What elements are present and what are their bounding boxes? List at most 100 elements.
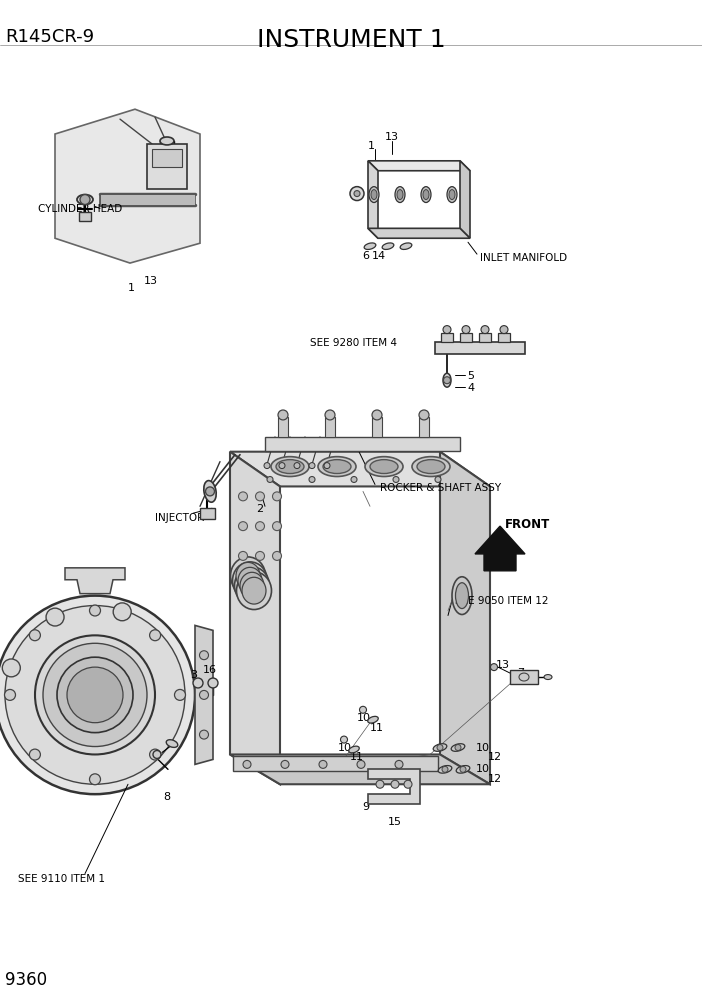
Ellipse shape [456, 766, 470, 773]
Ellipse shape [417, 459, 445, 473]
Text: 3: 3 [190, 670, 197, 681]
Circle shape [239, 492, 248, 501]
Circle shape [208, 678, 218, 688]
Circle shape [279, 462, 285, 468]
Polygon shape [195, 625, 213, 765]
Ellipse shape [365, 456, 403, 476]
Text: 10: 10 [338, 743, 352, 753]
Circle shape [372, 410, 382, 420]
Circle shape [5, 605, 185, 785]
Circle shape [153, 751, 161, 759]
Circle shape [481, 325, 489, 333]
Ellipse shape [382, 243, 394, 249]
Text: 4: 4 [467, 383, 474, 393]
Circle shape [43, 643, 147, 747]
Ellipse shape [323, 459, 351, 473]
Text: INJECTOR: INJECTOR [155, 513, 204, 523]
Circle shape [256, 492, 265, 501]
Text: 11: 11 [370, 723, 384, 733]
Circle shape [272, 552, 282, 560]
Circle shape [437, 745, 443, 751]
Circle shape [80, 194, 90, 204]
Circle shape [340, 736, 347, 743]
Text: 12: 12 [488, 753, 502, 763]
Text: 13: 13 [385, 132, 399, 142]
Circle shape [199, 730, 208, 739]
Circle shape [443, 325, 451, 333]
Circle shape [500, 325, 508, 333]
Ellipse shape [395, 186, 405, 202]
Circle shape [319, 761, 327, 769]
Bar [510, 670, 538, 684]
Ellipse shape [204, 480, 216, 502]
Bar [147, 144, 187, 188]
Circle shape [309, 462, 315, 468]
Polygon shape [368, 161, 378, 238]
Ellipse shape [412, 456, 450, 476]
Circle shape [357, 761, 365, 769]
Ellipse shape [232, 561, 267, 599]
Polygon shape [100, 193, 195, 205]
Ellipse shape [456, 582, 468, 608]
Circle shape [359, 706, 366, 713]
Text: SEE 9110 ITEM 1: SEE 9110 ITEM 1 [18, 874, 105, 884]
Ellipse shape [449, 189, 455, 199]
Circle shape [393, 476, 399, 482]
Bar [441, 332, 453, 342]
Ellipse shape [276, 459, 304, 473]
Bar [200, 508, 215, 519]
Ellipse shape [544, 675, 552, 680]
Circle shape [272, 492, 282, 501]
Ellipse shape [364, 243, 376, 249]
Bar [435, 342, 525, 354]
Ellipse shape [421, 186, 431, 202]
Ellipse shape [166, 740, 178, 747]
Ellipse shape [369, 186, 379, 202]
Circle shape [29, 630, 41, 641]
Circle shape [256, 552, 265, 560]
Circle shape [309, 476, 315, 482]
Bar [265, 436, 460, 450]
Polygon shape [475, 526, 525, 570]
Text: 14: 14 [372, 251, 386, 261]
Circle shape [391, 781, 399, 789]
Bar [233, 757, 438, 772]
Circle shape [243, 761, 251, 769]
Circle shape [325, 410, 335, 420]
Ellipse shape [318, 456, 356, 476]
Circle shape [404, 781, 412, 789]
Ellipse shape [447, 186, 457, 202]
Ellipse shape [368, 716, 378, 723]
Ellipse shape [443, 373, 451, 387]
Ellipse shape [371, 189, 377, 199]
Ellipse shape [236, 562, 260, 589]
Text: SEE 9050 ITEM 12: SEE 9050 ITEM 12 [455, 595, 548, 606]
Ellipse shape [238, 567, 262, 594]
Text: 10: 10 [476, 765, 490, 775]
Circle shape [193, 678, 203, 688]
Circle shape [442, 767, 448, 773]
Ellipse shape [271, 456, 309, 476]
Bar [419, 417, 429, 436]
Circle shape [4, 689, 15, 700]
Circle shape [278, 410, 288, 420]
Ellipse shape [519, 673, 529, 681]
Text: 10: 10 [476, 743, 490, 753]
Circle shape [199, 651, 208, 660]
Circle shape [89, 605, 100, 616]
Text: 6: 6 [362, 251, 369, 261]
Text: 16: 16 [203, 665, 217, 676]
Circle shape [491, 664, 498, 671]
Text: INLET MANIFOLD: INLET MANIFOLD [480, 253, 567, 263]
Text: 13: 13 [496, 660, 510, 671]
Polygon shape [55, 109, 200, 263]
Circle shape [206, 487, 215, 496]
Text: 10: 10 [357, 713, 371, 723]
Circle shape [460, 767, 466, 773]
Polygon shape [440, 451, 490, 785]
Circle shape [351, 476, 357, 482]
Circle shape [46, 608, 64, 626]
Polygon shape [368, 161, 470, 171]
Polygon shape [368, 770, 420, 805]
Text: 9: 9 [362, 803, 369, 812]
